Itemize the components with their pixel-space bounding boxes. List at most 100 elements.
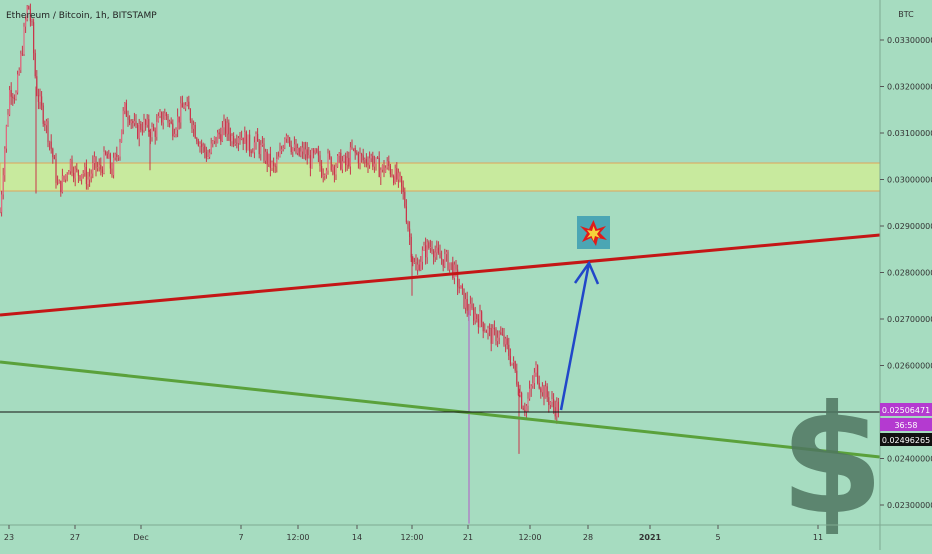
candle (7, 114, 9, 126)
y-tick-label: 0.03300000 (887, 36, 932, 45)
candle (509, 355, 511, 365)
current-price-badge[interactable]: 0.02506471 (880, 403, 932, 416)
candle (34, 53, 36, 77)
candle (418, 264, 420, 271)
candle (365, 159, 367, 163)
candle (557, 401, 559, 413)
candle (172, 123, 174, 137)
candle (530, 385, 532, 389)
candle (85, 166, 87, 185)
candle (421, 250, 423, 262)
candle (12, 96, 14, 98)
x-tick-label: 5 (715, 533, 720, 542)
candle (474, 314, 476, 321)
candle (103, 151, 105, 173)
candle (527, 398, 529, 406)
candle (407, 222, 409, 229)
x-tick-label: 21 (463, 533, 473, 542)
candle (165, 113, 167, 117)
candle (377, 157, 379, 159)
candle (170, 121, 172, 124)
candle (498, 332, 500, 338)
candle (489, 328, 491, 329)
candle (73, 172, 75, 179)
candle (162, 119, 164, 123)
candle (52, 148, 54, 158)
candle (545, 386, 547, 399)
candle (133, 120, 135, 124)
candle (370, 155, 372, 159)
candle (89, 176, 91, 180)
candle (146, 119, 148, 125)
candle (186, 101, 188, 106)
candle (469, 303, 471, 315)
candle (175, 129, 177, 134)
candle (348, 157, 350, 167)
candle (45, 121, 47, 126)
candle (180, 103, 182, 123)
candle (513, 361, 515, 363)
candle (324, 175, 326, 176)
candle (420, 261, 422, 271)
candle (261, 143, 263, 145)
candle (61, 175, 63, 193)
candle (36, 76, 38, 96)
candle (210, 143, 212, 153)
candle (140, 123, 142, 130)
candle (357, 154, 359, 164)
candle (4, 148, 6, 176)
candle (503, 334, 505, 345)
candle (196, 138, 198, 142)
candle (244, 132, 246, 144)
price-axis: 0.03300000 0.03200000 0.03100000 0.03000000… (880, 36, 932, 510)
candle (479, 311, 481, 327)
candle (453, 264, 455, 279)
candle (5, 125, 7, 149)
candle (148, 119, 150, 133)
candle (2, 175, 4, 195)
candle (185, 105, 187, 109)
candle (189, 109, 191, 121)
candle (29, 9, 31, 22)
candle (229, 134, 231, 142)
candle (42, 105, 44, 124)
candle (353, 148, 355, 149)
candle (101, 169, 103, 173)
candle (44, 123, 46, 126)
candle (338, 152, 340, 156)
candle (309, 155, 311, 169)
candle (263, 143, 265, 161)
candle (151, 126, 153, 138)
candle (410, 236, 412, 258)
candle (417, 264, 419, 270)
candle (401, 176, 403, 187)
candle (76, 168, 78, 171)
candle (167, 116, 169, 123)
candle (28, 6, 30, 10)
candle (500, 332, 502, 335)
svg-text:36:58: 36:58 (894, 421, 917, 430)
candle (396, 168, 398, 180)
candle (541, 386, 543, 393)
candle (269, 153, 271, 169)
candle (495, 329, 497, 342)
candle (10, 90, 12, 97)
candle (138, 123, 140, 139)
candle (164, 113, 166, 120)
candle (345, 156, 347, 166)
candle (477, 319, 479, 327)
candle (429, 247, 431, 249)
candle (341, 161, 343, 170)
x-tick-label: 14 (352, 533, 362, 542)
candle (356, 152, 358, 155)
candle (205, 151, 207, 159)
candle (466, 299, 468, 311)
x-tick-label: 28 (583, 533, 593, 542)
candle (543, 386, 545, 399)
candle (287, 135, 289, 138)
candle (362, 155, 364, 161)
candle (116, 154, 118, 157)
candle (490, 328, 492, 344)
candle (1, 194, 3, 213)
